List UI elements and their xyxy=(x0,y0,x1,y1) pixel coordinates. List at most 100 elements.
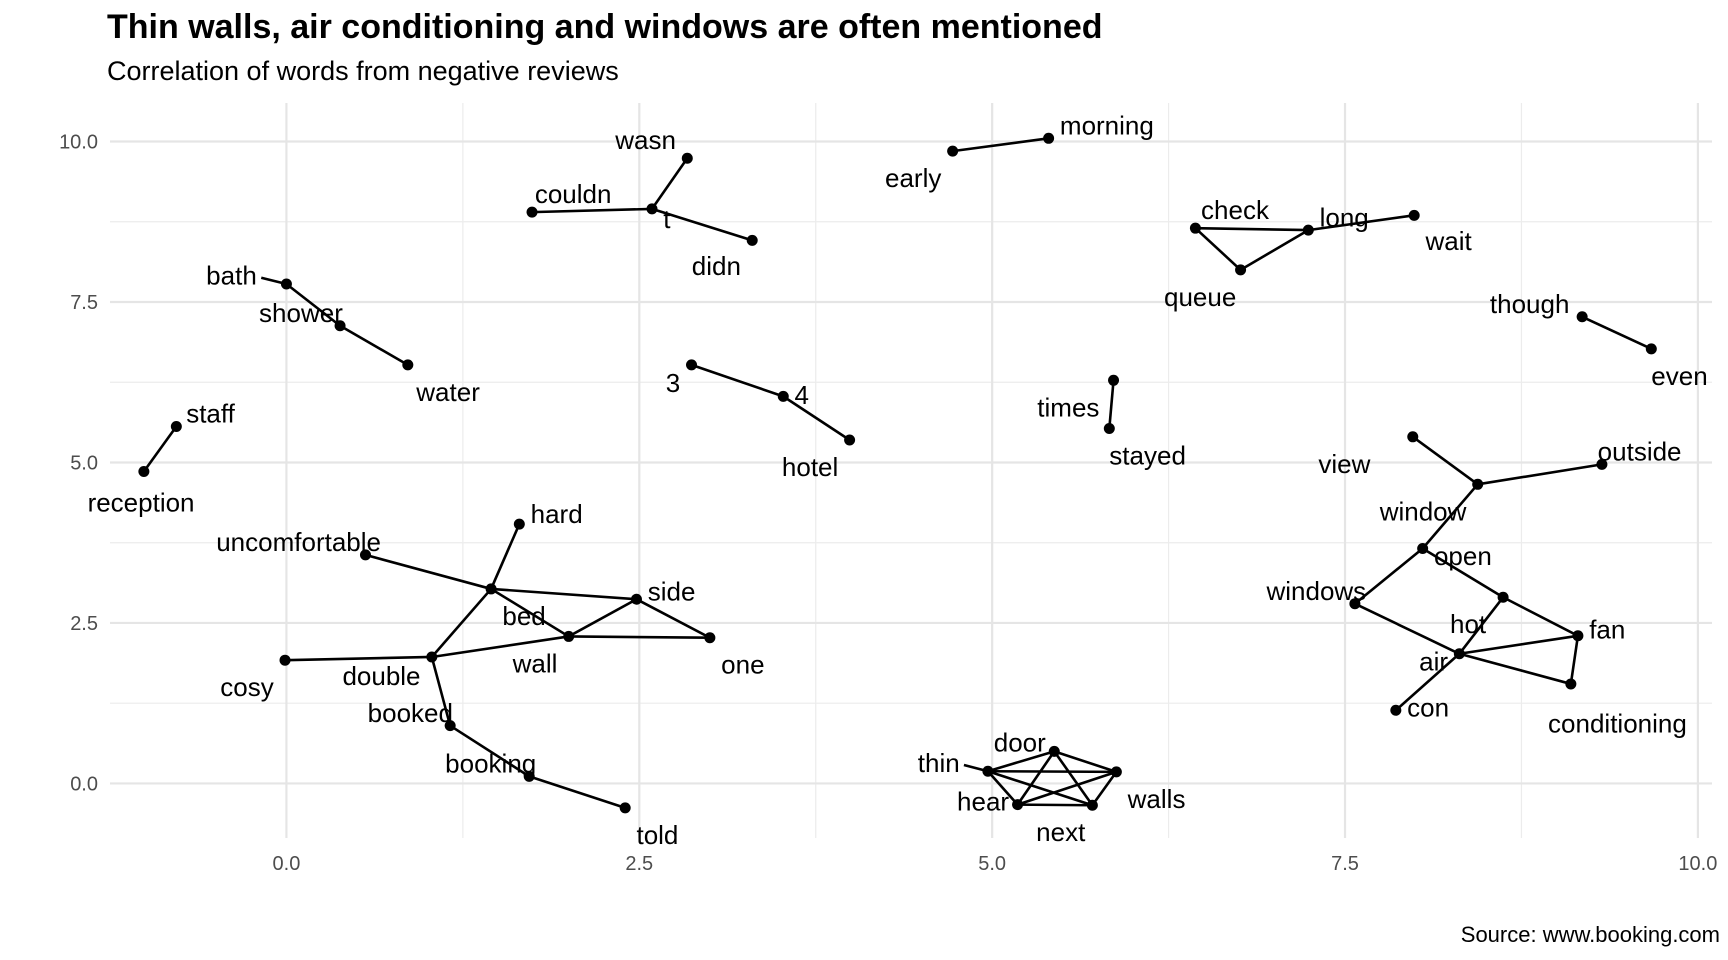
node-label-cosy: cosy xyxy=(220,672,273,702)
node-con xyxy=(1390,704,1402,716)
chart-caption: Source: www.booking.com xyxy=(1460,922,1720,947)
edge-queue-long xyxy=(1239,228,1309,272)
node-air xyxy=(1453,648,1465,660)
x-tick-label: 5.0 xyxy=(978,853,1006,875)
node-label-booking: booking xyxy=(445,749,536,779)
node-even xyxy=(1645,343,1657,355)
node-though xyxy=(1576,311,1588,323)
node-double xyxy=(426,651,438,663)
node-label-next: next xyxy=(1036,817,1086,847)
node-label-times: times xyxy=(1037,392,1099,422)
node-label-bath: bath xyxy=(206,261,257,291)
x-tick-label: 10.0 xyxy=(1678,853,1717,875)
edge-walls-next xyxy=(1091,771,1118,807)
node-wait xyxy=(1408,209,1420,221)
edge-door-walls xyxy=(1053,750,1117,774)
edge-long-wait xyxy=(1308,214,1415,232)
node-bath xyxy=(280,278,292,290)
network-edges xyxy=(142,137,1652,810)
node-n4 xyxy=(777,390,789,402)
edge-view-window xyxy=(1412,435,1479,486)
node-cosy xyxy=(279,654,291,666)
node-label-bed: bed xyxy=(502,601,545,631)
y-tick-label: 5.0 xyxy=(70,452,98,474)
edge-t-didn xyxy=(651,207,753,242)
edge-couldn-t xyxy=(531,207,653,214)
node-label-booked: booked xyxy=(368,698,453,728)
edge-bed-wall xyxy=(490,587,570,638)
node-outside xyxy=(1596,458,1608,470)
edge-double-booked xyxy=(430,656,452,726)
edge-thin-next xyxy=(987,770,1093,807)
edge-n4-hotel xyxy=(782,395,851,442)
node-label-windows: windows xyxy=(1265,576,1366,606)
edge-door-next xyxy=(1053,750,1094,807)
edge-shower-water xyxy=(339,324,409,367)
edge-windows-air xyxy=(1354,602,1460,655)
edge-hot-fan xyxy=(1502,596,1579,637)
node-label-reception: reception xyxy=(88,487,195,517)
node-couldn xyxy=(526,206,538,218)
node-label-told: told xyxy=(636,820,678,850)
node-uncomfortable xyxy=(359,549,371,561)
node-long xyxy=(1302,224,1314,236)
node-staff xyxy=(170,421,182,433)
edge-hot-air xyxy=(1458,596,1505,655)
y-tick-label: 10.0 xyxy=(59,132,98,154)
x-tick-label: 2.5 xyxy=(625,853,653,875)
node-label-wasn: wasn xyxy=(614,125,676,155)
node-view xyxy=(1407,431,1419,443)
grid-lines xyxy=(110,103,1712,838)
node-stayed xyxy=(1103,422,1115,434)
node-label-side: side xyxy=(648,577,696,607)
node-label-conditioning: conditioning xyxy=(1548,709,1687,739)
node-side xyxy=(630,593,642,605)
edge-window-open xyxy=(1421,483,1479,550)
edge-air-fan xyxy=(1459,634,1579,656)
axis-ticks: 0.0 2.5 5.0 7.5 10.0 0.0 2.5 5.0 7.5 10.0 xyxy=(59,132,1717,875)
edge-n3-n4 xyxy=(691,363,784,398)
node-bed xyxy=(485,583,497,595)
node-hot xyxy=(1497,591,1509,603)
node-label-check: check xyxy=(1201,195,1270,225)
node-reception xyxy=(138,465,150,477)
y-tick-label: 2.5 xyxy=(70,613,98,635)
node-label-open: open xyxy=(1434,541,1492,571)
edge-wasn-t xyxy=(650,157,689,210)
node-label-thin: thin xyxy=(918,748,960,778)
node-label-stayed: stayed xyxy=(1109,440,1186,470)
node-times xyxy=(1108,374,1120,386)
node-early xyxy=(947,145,959,157)
edge-open-hot xyxy=(1421,547,1504,599)
edge-side-wall xyxy=(568,598,638,638)
node-label-wait: wait xyxy=(1424,226,1472,256)
chart-title: Thin walls, air conditioning and windows… xyxy=(107,8,1103,46)
node-label-queue: queue xyxy=(1164,282,1236,312)
node-wall xyxy=(563,630,575,642)
node-windows xyxy=(1349,598,1361,610)
node-label-fan: fan xyxy=(1589,614,1625,644)
node-door xyxy=(1048,745,1060,757)
node-label-n3: 3 xyxy=(666,368,680,398)
node-label-n4: 4 xyxy=(795,380,809,410)
edge-though-even xyxy=(1581,315,1652,351)
edge-booked-booking xyxy=(449,724,530,778)
node-label-didn: didn xyxy=(692,251,741,281)
node-told xyxy=(619,802,631,814)
node-label-water: water xyxy=(415,377,480,407)
edge-check-long xyxy=(1195,226,1309,232)
node-label-double: double xyxy=(342,661,420,691)
node-label-though: though xyxy=(1490,289,1570,319)
edge-thin-walls xyxy=(987,769,1117,774)
node-label-window: window xyxy=(1379,496,1467,526)
node-hear xyxy=(1012,799,1024,811)
edge-open-windows xyxy=(1354,547,1424,605)
edge-hard-bed xyxy=(489,523,521,590)
node-next xyxy=(1086,799,1098,811)
node-morning xyxy=(1043,132,1055,144)
node-label-t: t xyxy=(663,204,671,234)
edge-check-queue xyxy=(1194,227,1242,271)
node-label-air: air xyxy=(1419,646,1448,676)
edge-bed-side xyxy=(491,587,637,601)
